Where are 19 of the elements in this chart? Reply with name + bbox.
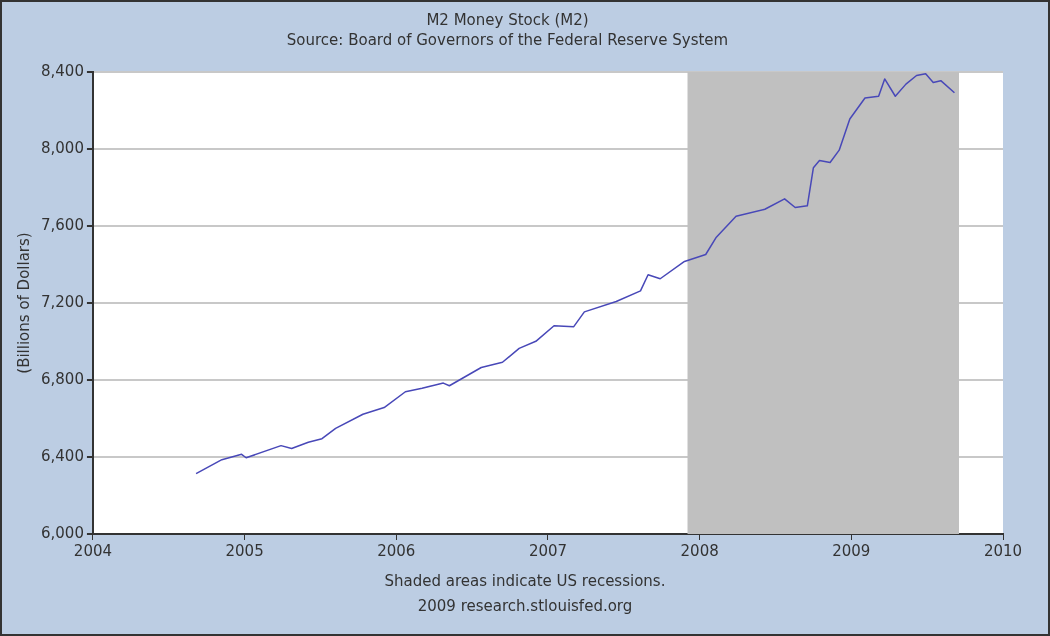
y-tick-label: 6,000	[40, 523, 84, 542]
y-axis-title: (Billions of Dollars)	[14, 232, 33, 374]
text: 2009 research.stlouisfed.org	[417, 596, 633, 615]
x-tick-label: 2008	[680, 541, 719, 560]
x-tick-label: 2007	[528, 541, 568, 560]
y-tick-label: 6,400	[40, 446, 84, 465]
text: Shaded areas indicate US recessions.	[384, 571, 666, 590]
y-tick-label: 6,800	[40, 369, 84, 388]
y-tick-label: 7,200	[40, 292, 84, 311]
chart-title: M2 Money Stock (M2)	[426, 10, 589, 29]
x-tick-label: 2006	[377, 541, 416, 560]
x-tick-label: 2005	[225, 541, 264, 560]
y-tick-label: 7,600	[40, 215, 84, 234]
y-tick-label: 8,000	[40, 138, 84, 157]
x-tick-label: 2010	[983, 541, 1023, 560]
y-tick-label: 8,400	[40, 61, 84, 80]
chart-subtitle: Source: Board of Governors of the Federal Reserve System	[286, 30, 729, 49]
x-tick-label: 2009	[832, 541, 871, 560]
x-tick-label: 2004	[73, 541, 113, 560]
